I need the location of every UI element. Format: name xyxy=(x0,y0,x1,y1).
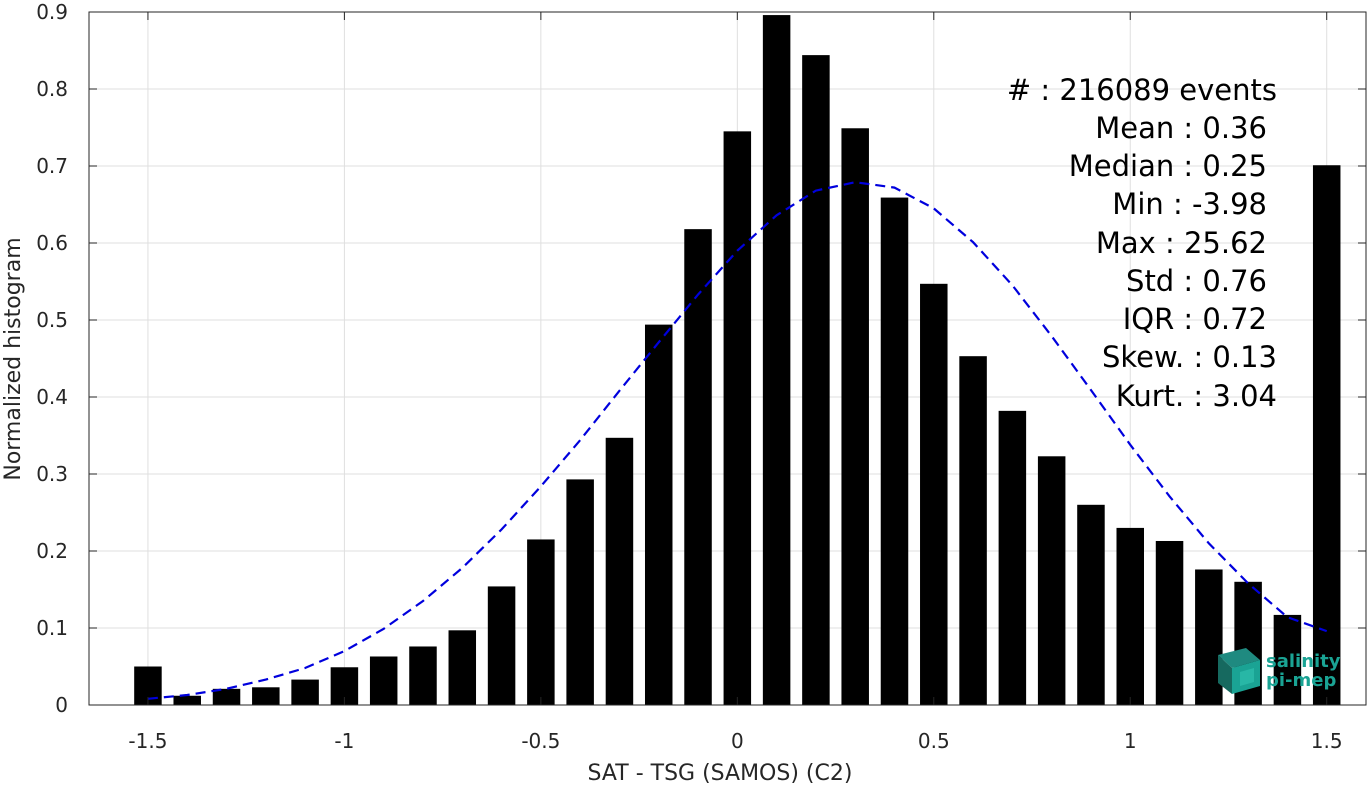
plot-frame xyxy=(88,11,1367,706)
histogram-bar xyxy=(409,646,437,705)
x-tick-label: -1 xyxy=(334,729,354,753)
x-axis-ticks: -1.5 -1 -0.5 0 0.5 1 1.5 xyxy=(128,12,1343,753)
histogram-bar xyxy=(212,688,241,705)
y-tick-label: 0.6 xyxy=(36,231,68,255)
histogram-bar xyxy=(291,679,319,705)
salinity-pimep-logo: salinity pi-mep xyxy=(1218,648,1341,694)
histogram-bar xyxy=(1037,456,1066,705)
y-tick-label: 0.3 xyxy=(36,462,68,486)
stat-kurt: Kurt. : 3.04 xyxy=(1116,379,1277,413)
stat-skew: Skew. : 0.13 xyxy=(1102,340,1277,374)
histogram-bar xyxy=(566,479,594,705)
histogram-bar xyxy=(1077,504,1105,705)
histogram-bar xyxy=(959,356,987,705)
x-tick-label: -1.5 xyxy=(128,729,167,753)
logo-text-line2: pi-mep xyxy=(1266,670,1336,691)
y-tick-label: 0.9 xyxy=(36,0,68,24)
histogram-bar xyxy=(723,131,752,706)
histogram-bar xyxy=(1312,165,1341,706)
x-tick-label: 1.5 xyxy=(1311,729,1343,753)
y-axis-label: Normalized histogram xyxy=(1,237,26,480)
stat-iqr: IQR : 0.72 xyxy=(1123,302,1267,336)
y-tick-label: 0 xyxy=(55,693,68,717)
y-tick-label: 0.8 xyxy=(36,77,68,101)
stat-events: # : 216089 events xyxy=(1007,73,1277,107)
y-tick-label: 0.7 xyxy=(36,154,68,178)
histogram-bar xyxy=(1155,540,1184,705)
gaussian-fit-curve xyxy=(147,181,1328,700)
y-axis-ticks: 0 0.1 0.2 0.3 0.4 0.5 0.6 0.7 0.8 0.9 xyxy=(36,0,1366,717)
histogram-bar xyxy=(762,15,791,705)
histogram-bar xyxy=(1116,527,1144,705)
logo-cube-icon xyxy=(1218,648,1260,694)
statistics-box: # : 216089 events Mean : 0.36 Median : 0… xyxy=(1007,73,1277,413)
x-tick-label: 0.5 xyxy=(918,729,950,753)
histogram-bar xyxy=(487,586,516,705)
stat-mean: Mean : 0.36 xyxy=(1095,111,1267,145)
histogram-bar xyxy=(920,283,948,705)
histogram-bar xyxy=(527,539,555,705)
stat-max: Max : 25.62 xyxy=(1096,226,1267,260)
histogram-bar xyxy=(252,687,280,705)
histogram-bar xyxy=(880,197,909,705)
histogram-bar xyxy=(802,55,830,706)
histogram-bar xyxy=(1273,614,1302,705)
fit-curve-group xyxy=(147,181,1328,700)
y-tick-label: 0.2 xyxy=(36,539,68,563)
x-tick-label: -0.5 xyxy=(521,729,560,753)
y-tick-label: 0.1 xyxy=(36,616,68,640)
histogram-bar xyxy=(1195,569,1223,705)
logo-text-line1: salinity xyxy=(1266,651,1341,672)
x-tick-label: 1 xyxy=(1124,729,1137,753)
stat-median: Median : 0.25 xyxy=(1069,149,1267,183)
y-tick-label: 0.4 xyxy=(36,385,68,409)
x-tick-label: 0 xyxy=(731,729,744,753)
histogram-bar xyxy=(644,324,673,705)
histogram-bar xyxy=(841,128,869,705)
histogram-bar xyxy=(173,695,201,705)
histogram-bar xyxy=(369,656,398,705)
histogram-bar xyxy=(605,437,634,705)
histogram-bar xyxy=(998,410,1027,705)
y-tick-label: 0.5 xyxy=(36,308,68,332)
stat-std: Std : 0.76 xyxy=(1126,264,1267,298)
x-axis-label: SAT - TSG (SAMOS) (C2) xyxy=(588,761,853,785)
histogram-bars xyxy=(134,15,1341,706)
stat-min: Min : -3.98 xyxy=(1112,187,1267,221)
histogram-bar xyxy=(448,630,477,705)
histogram-bar xyxy=(684,229,712,705)
